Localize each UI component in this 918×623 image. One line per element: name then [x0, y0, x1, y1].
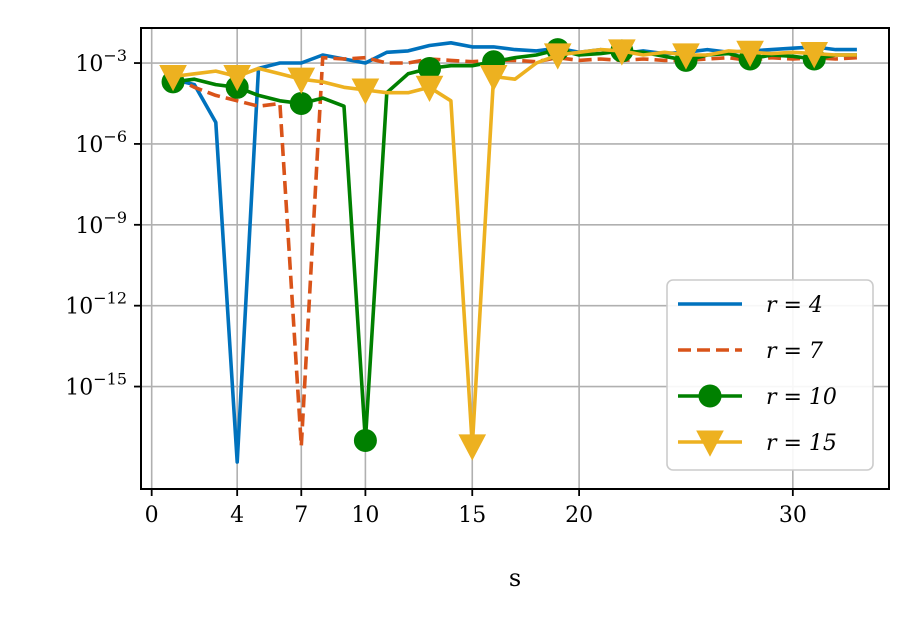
- legend-entry: r = 10: [678, 384, 837, 410]
- y-tick-exponent: −3: [103, 46, 127, 65]
- plot-frame: [140, 27, 890, 490]
- x-tick-label: 10: [351, 503, 379, 528]
- data-point: [543, 43, 572, 70]
- y-tick-exponent: −15: [93, 370, 127, 389]
- x-tick-label: 30: [779, 503, 807, 528]
- x-axis-ticks: 0 4 7 10 15 20 30: [145, 489, 807, 528]
- data-point: [287, 67, 316, 94]
- data-point: [736, 40, 764, 67]
- y-tick-label: 10−12: [65, 289, 127, 320]
- y-tick-label: 10−9: [75, 208, 127, 239]
- series-r-15: [159, 39, 857, 461]
- legend-entry: r = 15: [678, 430, 837, 457]
- series-layer: [159, 38, 858, 464]
- data-point: [159, 64, 187, 92]
- data-point: [223, 64, 251, 92]
- x-tick-label: 0: [145, 503, 159, 528]
- y-tick-exponent: −9: [103, 208, 127, 227]
- data-point: [351, 78, 380, 105]
- legend-label: r = 7: [766, 339, 823, 364]
- legend-label: r = 15: [766, 431, 837, 456]
- y-tick-base: 10: [75, 133, 103, 158]
- legend-entry: r = 4: [678, 293, 823, 318]
- data-point: [608, 39, 636, 66]
- legend: r = 4 r = 7 r = 10 r = 15: [666, 279, 874, 471]
- data-point: [672, 43, 700, 70]
- x-tick-label: 4: [230, 503, 244, 528]
- y-tick-label: 10−6: [75, 127, 127, 158]
- data-point: [458, 434, 487, 461]
- legend-marker: [698, 384, 722, 408]
- y-tick-label: 10−3: [75, 46, 127, 77]
- x-tick-label: 20: [565, 503, 593, 528]
- legend-label: r = 4: [766, 293, 823, 318]
- data-point: [800, 42, 829, 69]
- data-point: [479, 64, 508, 92]
- y-tick-exponent: −12: [93, 289, 127, 308]
- y-tick-base: 10: [65, 376, 93, 401]
- legend-box: [666, 279, 874, 471]
- x-tick-label: 15: [458, 503, 486, 528]
- data-point: [353, 428, 377, 452]
- y-tick-base: 10: [65, 295, 93, 320]
- legend-entry: r = 7: [678, 339, 823, 364]
- legend-label: r = 10: [766, 385, 837, 410]
- data-point: [289, 91, 313, 115]
- y-tick-exponent: −6: [103, 127, 127, 146]
- legend-marker: [696, 430, 724, 457]
- y-tick-base: 10: [75, 52, 103, 77]
- x-tick-label: 7: [294, 503, 308, 528]
- x-axis-label: s: [509, 564, 521, 592]
- y-tick-label: 10−15: [65, 370, 127, 401]
- y-tick-base: 10: [75, 214, 103, 239]
- data-point: [415, 75, 444, 103]
